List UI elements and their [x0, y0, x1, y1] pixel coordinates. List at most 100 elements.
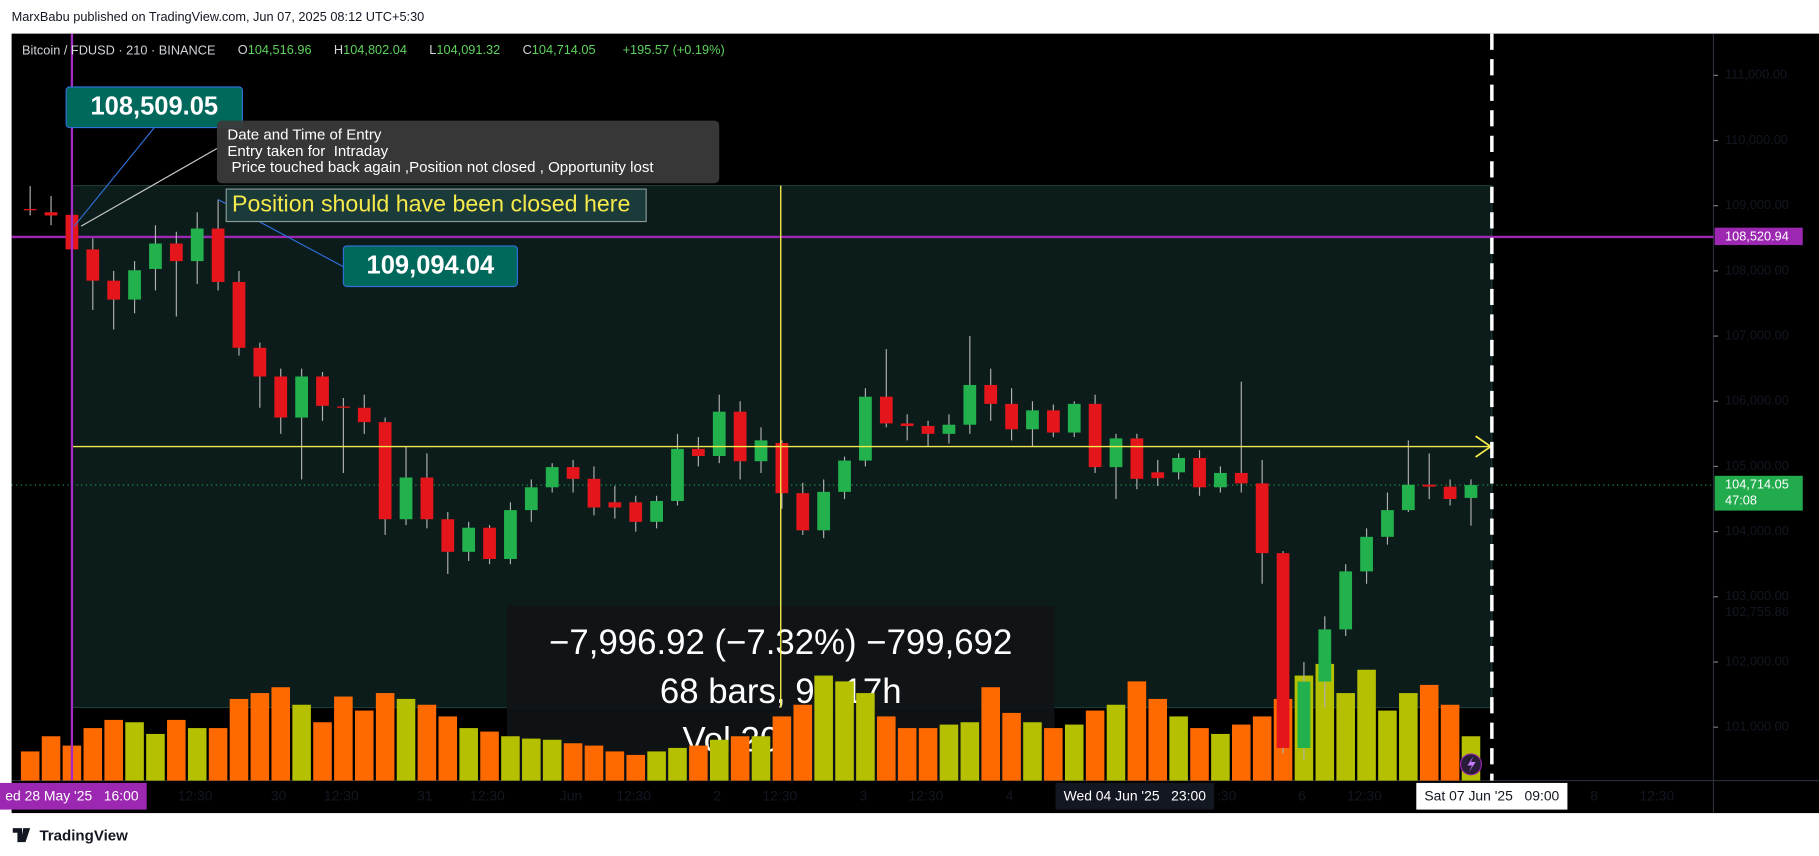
- candle-body: [169, 243, 183, 262]
- alert-icon-bolt: [1467, 756, 1476, 773]
- y-tick-label: 101,000.00: [1725, 719, 1789, 734]
- callout-box: [225, 188, 647, 223]
- volume-bar: [751, 736, 771, 781]
- candle-body: [1046, 410, 1060, 433]
- candle-body: [1443, 486, 1457, 500]
- volume-bar: [626, 754, 646, 781]
- x-tick-label: Jun: [560, 788, 582, 804]
- legend-symbol: Bitcoin / FDUSD · 210 · BINANCE: [22, 42, 215, 57]
- volume-bar: [354, 710, 374, 781]
- publish-header: MarxBabu published on TradingView.com, J…: [12, 9, 425, 24]
- volume-bar: [1169, 716, 1188, 781]
- candle-body: [566, 467, 580, 479]
- candle-body: [399, 477, 413, 520]
- high-price-text: 109,094.04: [367, 252, 495, 280]
- volume-bar: [772, 716, 792, 781]
- volume-bar: [1399, 693, 1418, 781]
- price-label-box: [1714, 475, 1803, 511]
- volume-bar: [104, 719, 123, 781]
- candle-body: [23, 208, 37, 211]
- volume-bar: [730, 736, 750, 781]
- entry-price-text: 108,509.05: [90, 93, 218, 121]
- volume-bar: [1023, 722, 1042, 781]
- candle-body: [1214, 472, 1227, 488]
- candle-body: [483, 527, 496, 559]
- time-marker-label: ed 28 May '25 16:00: [5, 788, 139, 804]
- legend-ohlc: O104,516.96 H104,802.04 L104,091.32 C104…: [0, 42, 735, 57]
- candle-body: [1276, 553, 1290, 749]
- candle-body: [942, 424, 956, 434]
- legend-key: L: [429, 42, 436, 57]
- candle-body: [1464, 485, 1478, 498]
- volume-bar: [814, 675, 833, 781]
- y-tick-label: 103,000.00: [1725, 588, 1789, 603]
- volume-bar: [41, 736, 61, 781]
- volume-bar: [939, 724, 959, 781]
- volume-bar: [229, 698, 249, 781]
- volume-bar: [793, 704, 813, 781]
- price-label-box: [1714, 227, 1803, 246]
- volume-bar: [1232, 724, 1251, 781]
- candle-body: [1109, 438, 1123, 468]
- candle-body: [838, 460, 851, 492]
- x-tick-label: 31: [417, 788, 433, 804]
- candle-body: [1151, 472, 1165, 479]
- volume-bar: [542, 739, 562, 781]
- time-marker-label: Sat 07 Jun '25 09:00: [1424, 788, 1559, 804]
- volume-bar: [208, 728, 228, 781]
- volume-bar: [271, 687, 291, 781]
- high-price-label: [342, 245, 518, 288]
- volume-bar: [1106, 704, 1126, 781]
- time-marker-box: [1055, 782, 1215, 810]
- x-tick-label: 12:30: [178, 788, 213, 804]
- candle-body: [504, 510, 517, 559]
- volume-bar: [167, 719, 186, 781]
- volume-bar: [1252, 716, 1272, 781]
- volume-bar: [835, 681, 854, 781]
- volume-bar: [584, 745, 604, 781]
- volume-bar: [1127, 681, 1147, 781]
- legend-key: O: [238, 42, 248, 57]
- candle-body: [378, 422, 392, 520]
- volume-bar: [918, 728, 938, 781]
- x-tick-label: 3: [859, 788, 867, 804]
- volume-bar: [459, 728, 478, 781]
- candle-body: [963, 384, 977, 425]
- volume-bar: [1190, 728, 1209, 781]
- volume-bar: [605, 751, 625, 781]
- candle-body: [149, 243, 162, 269]
- volume-bar: [1064, 724, 1084, 781]
- candle-body: [1318, 629, 1332, 682]
- candle-body: [86, 249, 100, 281]
- legend-value: 104,802.04: [343, 42, 407, 57]
- candle-body: [1381, 510, 1394, 537]
- time-marker-label: Wed 04 Jun '25 23:00: [1064, 788, 1207, 804]
- candle-body: [796, 493, 810, 531]
- volume-bar: [1315, 663, 1335, 781]
- candle-body: [733, 411, 747, 462]
- candle-body: [1360, 536, 1373, 572]
- candle-body: [524, 487, 538, 511]
- volume-bar: [877, 716, 896, 781]
- tradingview-logo: [12, 828, 31, 843]
- candle-body: [1339, 571, 1353, 630]
- candle-body: [274, 376, 288, 418]
- volume-bar: [313, 722, 332, 781]
- volume-bar: [417, 704, 437, 781]
- candle-body: [232, 281, 246, 348]
- x-tick-label: 12:30: [470, 788, 505, 804]
- volume-bar: [709, 739, 729, 781]
- x-tick-label: 12:30: [324, 788, 359, 804]
- legend-value: 104,516.96: [248, 42, 312, 57]
- y-tick-label: 105,000.00: [1725, 458, 1789, 473]
- price-label: 104,714.05: [1725, 476, 1789, 491]
- candle-body: [1088, 403, 1102, 468]
- x-tick-label: 12:30: [1639, 788, 1674, 804]
- volume-bar: [689, 745, 708, 781]
- candle-body: [754, 440, 768, 462]
- x-tick-label: 12:30: [1347, 788, 1382, 804]
- x-tick-label: 12:30: [909, 788, 944, 804]
- price-label: 102,755.86: [1725, 604, 1789, 619]
